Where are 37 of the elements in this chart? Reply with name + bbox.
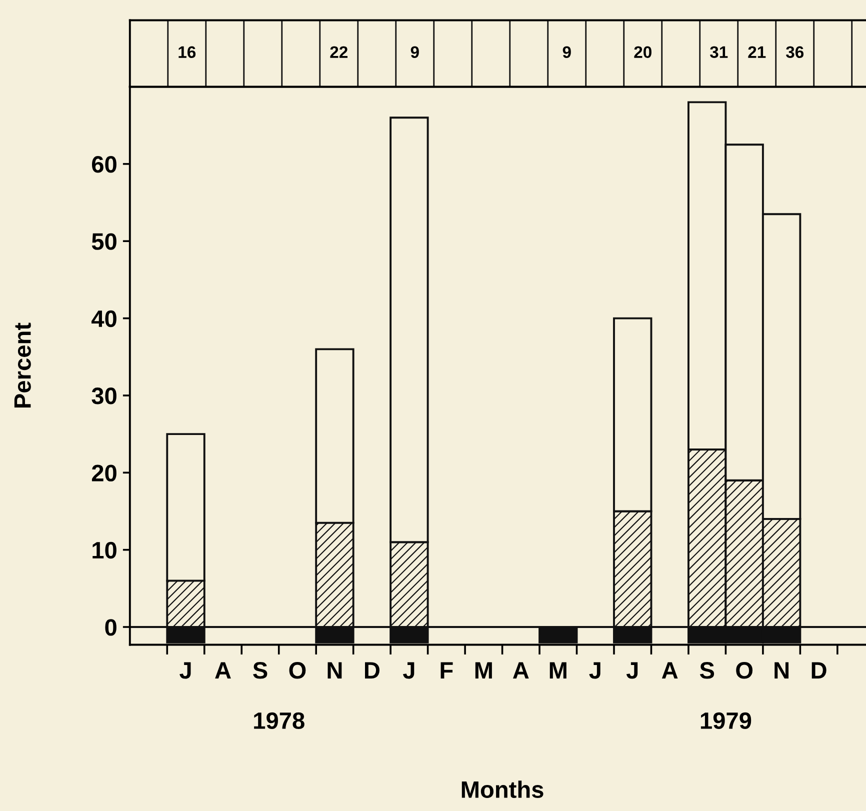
x-tick-label: J	[180, 662, 191, 679]
text: 9	[410, 46, 419, 58]
x-tick-label: A	[512, 662, 529, 679]
x-tick-label: N	[328, 662, 342, 679]
y-tick-label: 50	[92, 233, 116, 250]
text: 20	[634, 46, 652, 58]
text: 31	[710, 46, 728, 58]
y-tick-label: 30	[92, 388, 116, 404]
x-tick-label: D	[812, 662, 826, 679]
y-tick-label: 60	[92, 156, 116, 173]
y-tick-label: 10	[92, 542, 116, 559]
x-axis-title: Months	[462, 780, 544, 798]
x-tick-label: O	[289, 662, 306, 679]
x-tick-label: A	[215, 662, 231, 679]
text: 9	[562, 46, 571, 58]
text: 36	[786, 46, 804, 58]
y-tick-label: 0	[105, 619, 116, 636]
text: 16	[178, 46, 196, 58]
x-tick-label: M	[475, 662, 492, 679]
x-tick-label: D	[365, 662, 380, 679]
text: 1978	[254, 712, 304, 730]
y-axis-title: Percent	[14, 322, 31, 408]
x-tick-label: F	[440, 662, 453, 679]
x-tick-label: A	[662, 662, 678, 679]
text: 22	[330, 46, 348, 58]
x-tick-label: M	[550, 662, 566, 679]
text: 21	[748, 46, 766, 58]
x-tick-label: J	[626, 662, 638, 679]
x-tick-label: S	[700, 662, 714, 679]
x-tick-label: N	[774, 662, 788, 679]
x-tick-label: S	[253, 662, 268, 679]
x-tick-label: J	[402, 662, 414, 679]
y-tick-label: 40	[92, 310, 116, 328]
x-tick-label: J	[589, 662, 600, 679]
text: 1979	[700, 712, 752, 730]
y-tick-label: 20	[92, 464, 116, 482]
x-tick-label: O	[736, 662, 753, 679]
